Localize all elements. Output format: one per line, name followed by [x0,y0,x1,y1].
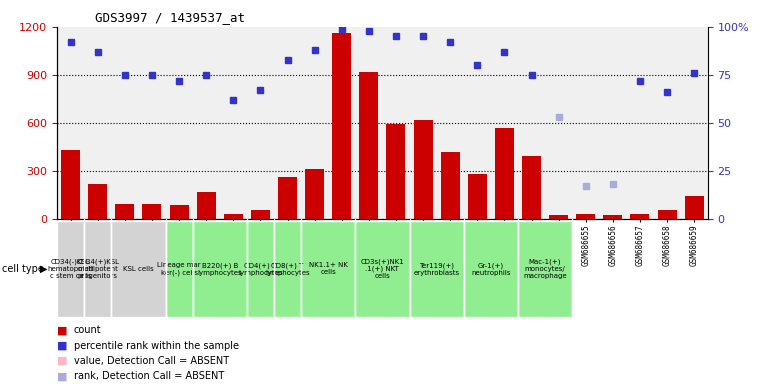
Bar [165,221,193,317]
Bar [630,214,649,219]
Text: ▶: ▶ [40,264,47,274]
Text: CD3s(+)NK1
.1(+) NKT
cells: CD3s(+)NK1 .1(+) NKT cells [361,258,404,279]
Bar [301,221,355,317]
Text: ■: ■ [57,325,68,335]
Bar [409,221,463,317]
Text: value, Detection Call = ABSENT: value, Detection Call = ABSENT [74,356,229,366]
Text: rank, Detection Call = ABSENT: rank, Detection Call = ABSENT [74,371,224,381]
Bar [685,197,704,219]
Text: percentile rank within the sample: percentile rank within the sample [74,341,239,351]
Bar [84,221,111,317]
Text: count: count [74,325,101,335]
Bar [224,214,243,219]
Bar [441,152,460,219]
Bar [247,221,274,317]
Text: cell type: cell type [2,264,44,274]
Text: Gr-1(+)
neutrophils: Gr-1(+) neutrophils [471,262,511,276]
Text: ■: ■ [57,341,68,351]
Bar [142,204,161,219]
Text: Lineage mar
ker(-) cells: Lineage mar ker(-) cells [158,262,201,276]
Bar [518,221,572,317]
Bar [57,221,84,317]
Bar [274,221,301,317]
Text: KSL cells: KSL cells [123,266,154,272]
Bar [111,221,165,317]
Text: CD34(-)KSL
hematopoieti
c stem cells: CD34(-)KSL hematopoieti c stem cells [47,258,94,279]
Bar [658,210,677,219]
Bar [170,205,189,219]
Bar [603,215,622,219]
Bar [196,192,215,219]
Bar [359,72,378,219]
Bar [278,177,297,219]
Text: GDS3997 / 1439537_at: GDS3997 / 1439537_at [95,12,245,25]
Text: Ter119(+)
erythroblasts: Ter119(+) erythroblasts [413,262,460,276]
Bar [355,221,409,317]
Bar [549,215,568,219]
Bar [193,221,247,317]
Bar [333,33,352,219]
Text: NK1.1+ NK
cells: NK1.1+ NK cells [309,262,348,275]
Bar [495,127,514,219]
Bar [413,120,432,219]
Bar [305,169,324,219]
Bar [61,150,80,219]
Text: CD8(+) T
lymphocytes: CD8(+) T lymphocytes [265,262,310,276]
Bar [251,210,270,219]
Bar [468,174,487,219]
Text: B220(+) B
lymphocytes: B220(+) B lymphocytes [197,262,242,276]
Text: CD4(+) T
lymphocytes: CD4(+) T lymphocytes [238,262,283,276]
Bar [387,124,406,219]
Bar [88,184,107,219]
Text: ■: ■ [57,371,68,381]
Text: CD34(+)KSL
multipotent
progenitors: CD34(+)KSL multipotent progenitors [76,258,119,279]
Bar [522,157,541,219]
Text: Mac-1(+)
monocytes/
macrophage: Mac-1(+) monocytes/ macrophage [524,258,567,279]
Text: ■: ■ [57,356,68,366]
Bar [576,214,595,219]
Bar [116,204,135,219]
Bar [463,221,518,317]
